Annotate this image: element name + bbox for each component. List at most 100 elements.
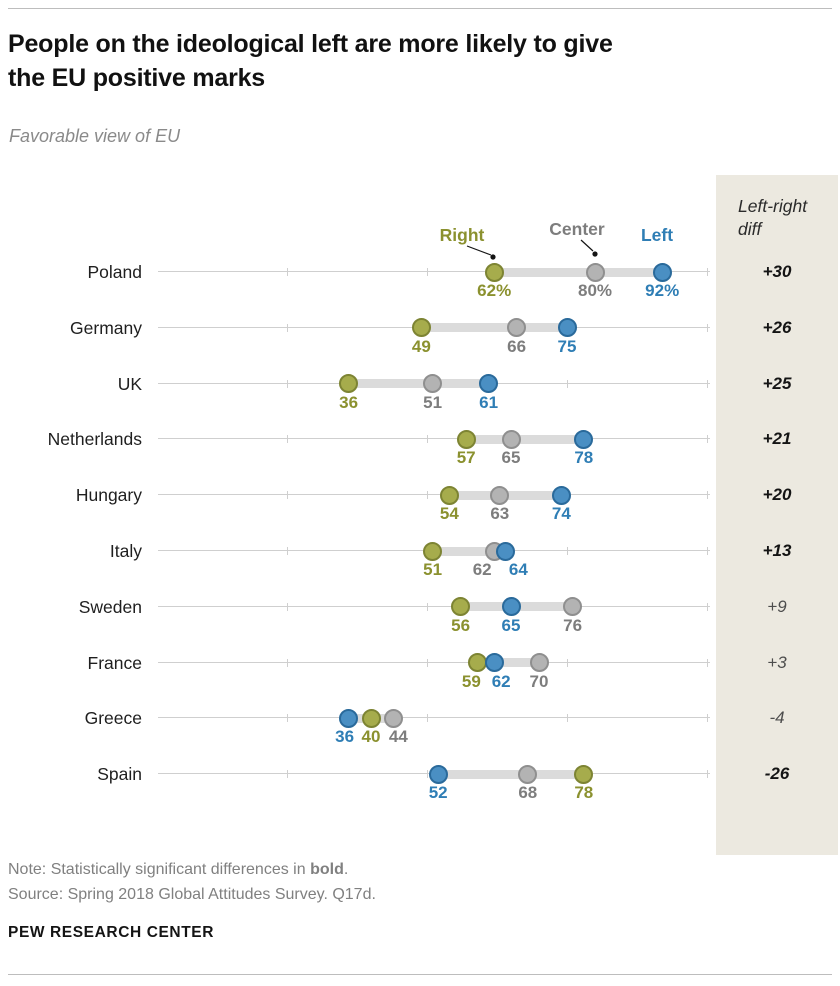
country-label: Italy — [109, 541, 142, 561]
value-label-right: 54 — [439, 504, 459, 524]
dot-left — [495, 541, 515, 561]
value-label-center: 65 — [501, 448, 521, 468]
chart-row: UK 36 51 61 — [0, 356, 716, 412]
dot-center — [383, 708, 403, 728]
dot-center — [423, 374, 443, 394]
axis-tick — [427, 714, 428, 723]
value-label-left: 65 — [501, 615, 521, 635]
page-title-line2: the EU positive marks — [8, 64, 266, 92]
connector-band — [421, 323, 567, 333]
source-text: Source: Spring 2018 Global Attitudes Sur… — [8, 886, 376, 903]
dot-left — [484, 653, 504, 673]
diff-value: +13 — [762, 541, 792, 560]
dot-left — [574, 429, 594, 449]
bottom-rule — [8, 974, 832, 975]
top-rule — [8, 8, 832, 9]
value-label-left: 61 — [479, 392, 499, 412]
connector-band — [477, 658, 539, 668]
value-label-right: 56 — [451, 615, 471, 635]
axis-tick — [287, 714, 288, 723]
country-label: Spain — [97, 764, 142, 785]
legend-label-center: Center — [549, 219, 605, 239]
axis-tick — [287, 770, 288, 779]
dot-right — [484, 262, 504, 282]
value-label-left: 62 — [491, 671, 511, 691]
chart-row: Poland 62% 80% 92% — [0, 244, 716, 300]
country-label: Greece — [84, 708, 142, 729]
chart-row: Greece 40 44 36 — [0, 690, 716, 746]
value-label-center: 62 — [472, 560, 492, 579]
chart-row: Germany 49 66 75 — [0, 300, 716, 356]
diff-value: +3 — [767, 652, 787, 672]
axis-tick — [287, 658, 288, 667]
axis-tick — [427, 602, 428, 611]
note-prefix: Note: Statistically significant differen… — [8, 861, 311, 878]
axis-line — [158, 605, 710, 607]
note-bold-word: bold — [310, 861, 344, 878]
value-label-left: 75 — [557, 336, 577, 356]
dot-center — [507, 318, 527, 338]
axis-tick — [707, 491, 708, 500]
axis-tick — [707, 379, 708, 388]
legend-label-left: Left — [640, 225, 674, 245]
axis-line — [158, 494, 710, 496]
axis-tick — [707, 323, 708, 332]
diff-header-line2: diff — [738, 219, 762, 239]
axis-tick — [707, 658, 708, 667]
dot-left — [479, 374, 499, 394]
axis-tick — [567, 547, 568, 555]
country-label: Germany — [70, 317, 142, 338]
axis-tick — [427, 268, 428, 276]
chart-row: France 59 70 62 — [0, 635, 716, 691]
dot-center — [529, 653, 549, 673]
diff-value: +20 — [762, 485, 792, 505]
page-title-line1: People on the ideological left are more … — [8, 30, 613, 58]
dot-center — [563, 597, 583, 617]
axis-tick — [567, 658, 568, 667]
axis-tick — [567, 379, 568, 388]
connector-band — [348, 379, 489, 389]
axis-line — [158, 271, 710, 272]
value-label-right: 51 — [423, 560, 443, 579]
country-label: France — [87, 652, 142, 673]
dot-right — [451, 597, 471, 617]
value-label-right: 57 — [456, 448, 476, 468]
dot-right — [339, 374, 359, 394]
chart-row: Hungary 54 63 74 — [0, 467, 716, 523]
axis-tick — [287, 435, 288, 444]
chart-row: Sweden 56 76 65 — [0, 579, 716, 635]
chart-subtitle: Favorable view of EU — [9, 126, 181, 146]
diff-column-header: Left-right diff — [738, 195, 807, 241]
dot-left — [428, 764, 448, 784]
axis-tick — [707, 770, 708, 779]
dot-center — [501, 429, 521, 449]
dot-left — [339, 708, 359, 728]
value-label-center: 80% — [577, 281, 613, 300]
connector-band — [438, 769, 584, 779]
connector-band — [432, 546, 506, 556]
dot-center — [585, 262, 605, 282]
dot-center — [490, 485, 510, 505]
axis-tick — [427, 491, 428, 500]
country-label: Hungary — [75, 485, 142, 506]
value-label-center: 76 — [563, 615, 583, 635]
value-label-left: 78 — [574, 448, 594, 468]
country-label: UK — [117, 373, 142, 394]
axis-tick — [287, 602, 288, 611]
axis-tick — [707, 268, 708, 276]
dot-right — [411, 318, 431, 338]
chart-row: Spain 78 68 52 — [0, 746, 716, 802]
axis-tick — [287, 268, 288, 276]
connector-band — [494, 267, 663, 277]
axis-tick — [287, 323, 288, 332]
value-label-left: 52 — [428, 783, 448, 803]
diff-value: +25 — [762, 373, 792, 393]
value-label-left: 64 — [508, 560, 528, 579]
diff-header-line1: Left-right — [738, 196, 808, 216]
diff-panel: Left-right diff — [716, 175, 838, 855]
legend-leader-lines — [466, 239, 598, 260]
value-label-center: 51 — [423, 392, 443, 412]
diff-value: +9 — [767, 596, 787, 616]
axis-tick — [707, 714, 708, 723]
